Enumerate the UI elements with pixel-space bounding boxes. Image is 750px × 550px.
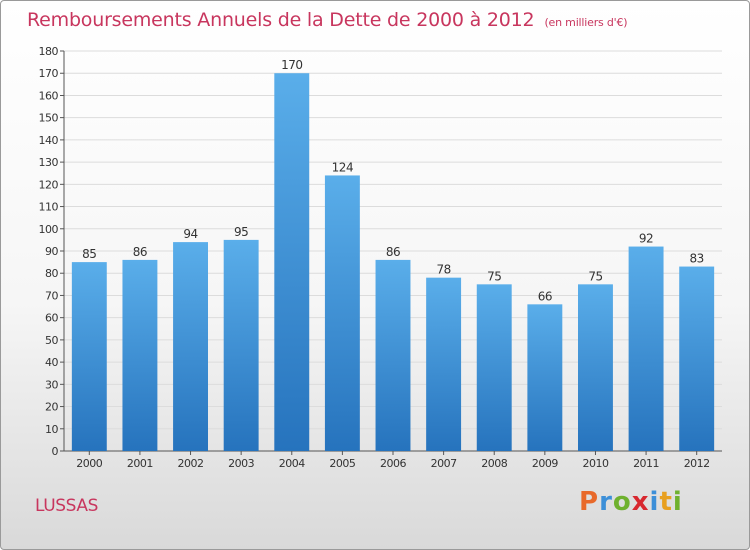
x-tick-label: 2009 xyxy=(532,457,558,470)
data-label: 66 xyxy=(538,289,552,303)
x-tick-label: 2005 xyxy=(329,457,355,470)
y-tick-label: 0 xyxy=(52,445,59,458)
data-label: 85 xyxy=(82,247,96,261)
x-tick-label: 2010 xyxy=(582,457,608,470)
bar xyxy=(71,262,107,451)
y-tick-label: 30 xyxy=(45,378,58,391)
y-tick-label: 90 xyxy=(45,245,58,258)
x-tick-label: 2002 xyxy=(178,457,204,470)
y-tick-label: 80 xyxy=(45,267,58,280)
y-tick-label: 140 xyxy=(39,134,59,147)
y-tick-label: 110 xyxy=(39,201,59,214)
y-tick-label: 20 xyxy=(45,401,58,414)
x-tick-label: 2008 xyxy=(481,457,507,470)
x-tick-label: 2011 xyxy=(633,457,659,470)
bar xyxy=(527,304,563,451)
data-label: 86 xyxy=(133,245,147,259)
logo-letter: i xyxy=(672,487,683,517)
x-tick-label: 2000 xyxy=(76,457,102,470)
x-tick-label: 2006 xyxy=(380,457,406,470)
data-label: 94 xyxy=(183,227,197,241)
bar xyxy=(426,277,462,451)
y-tick-label: 150 xyxy=(39,112,59,125)
bar xyxy=(274,73,310,451)
commune-name: LUSSAS xyxy=(35,496,98,516)
data-label: 124 xyxy=(332,160,353,174)
y-tick-label: 100 xyxy=(39,223,59,236)
logo-letter: o xyxy=(612,487,632,517)
proxiti-logo: Proxiti xyxy=(579,487,683,517)
y-tick-label: 130 xyxy=(39,156,59,169)
logo-letter: P xyxy=(579,487,600,517)
chart-title-text: Remboursements Annuels de la Dette de 20… xyxy=(27,9,535,31)
data-label: 86 xyxy=(386,245,400,259)
x-tick-label: 2004 xyxy=(279,457,305,470)
bar xyxy=(476,284,512,451)
chart-title: Remboursements Annuels de la Dette de 20… xyxy=(27,9,628,31)
y-tick-label: 70 xyxy=(45,289,58,302)
x-tick-label: 2007 xyxy=(431,457,457,470)
bar xyxy=(375,259,411,451)
data-label: 83 xyxy=(690,252,704,266)
bar xyxy=(173,242,209,451)
y-tick-label: 180 xyxy=(39,45,59,58)
bar xyxy=(324,175,360,451)
data-label: 95 xyxy=(234,225,248,239)
data-labels: 85 86 94 95 170 124 86 78 75 66 75 92 83 xyxy=(82,58,704,303)
logo-letter: i xyxy=(649,487,660,517)
data-label: 78 xyxy=(436,263,450,277)
bar xyxy=(679,266,715,451)
y-tick-label: 170 xyxy=(39,67,59,80)
bars xyxy=(71,73,715,451)
logo-letter: x xyxy=(631,487,650,517)
bar xyxy=(577,284,613,451)
x-tick-label: 2003 xyxy=(228,457,254,470)
data-label: 92 xyxy=(639,232,653,246)
bar xyxy=(122,259,158,451)
y-tick-label: 120 xyxy=(39,178,59,191)
axes: 0 10 20 30 40 50 60 70 80 90 100 110 120 130 140 150 160… xyxy=(39,45,722,470)
logo-letter: t xyxy=(659,487,673,517)
y-tick-label: 60 xyxy=(45,312,58,325)
bar xyxy=(223,239,259,451)
data-label: 170 xyxy=(281,58,302,72)
x-tick-label: 2012 xyxy=(684,457,710,470)
y-tick-label: 10 xyxy=(45,423,58,436)
data-label: 75 xyxy=(487,269,501,283)
bar xyxy=(628,246,664,451)
logo-letter: r xyxy=(599,487,613,517)
x-tick-label: 2001 xyxy=(127,457,153,470)
y-tick-label: 160 xyxy=(39,89,59,102)
chart-unit: (en milliers d'€) xyxy=(544,16,628,29)
data-label: 75 xyxy=(588,269,602,283)
y-tick-label: 50 xyxy=(45,334,58,347)
y-tick-label: 40 xyxy=(45,356,58,369)
